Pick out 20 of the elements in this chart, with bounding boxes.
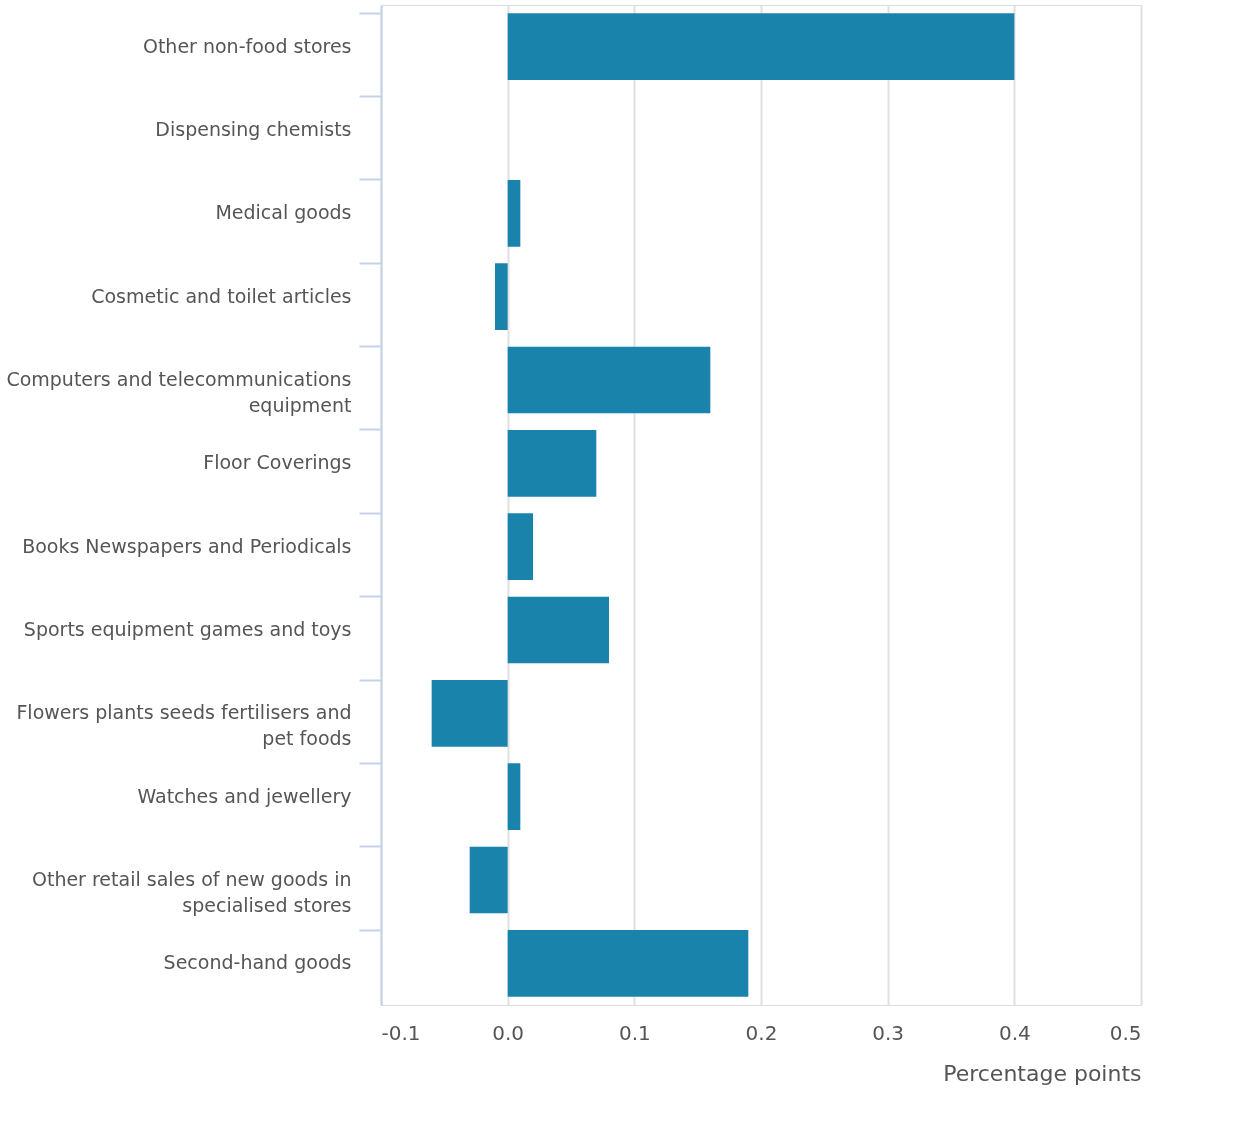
y-tick-label: Sports equipment games and toys [23, 618, 352, 640]
y-tick-label: Other retail sales of new goods in specialised stores [31, 868, 352, 916]
x-tick-label: 0.2 [745, 1020, 778, 1045]
y-tick-label: Medical goods [215, 201, 352, 224]
y-tick-label: Other non-food stores [142, 34, 352, 57]
x-tick-label: -0.1 [381, 1020, 421, 1045]
x-axis-title: Percentage points [943, 1060, 1142, 1086]
y-tick-label: Watches and jewellery [137, 784, 352, 807]
x-tick-label: 0.1 [618, 1020, 651, 1045]
y-tick-label: Dispensing chemists [155, 118, 352, 140]
y-tick-label: Flowers plants seeds fertilisers and pet foods [16, 701, 352, 750]
y-tick-label: Books Newspapers and Periodicals [22, 534, 352, 557]
y-tick-label: Cosmetic and toilet articles [91, 284, 352, 307]
x-tick-label: 0.3 [872, 1020, 905, 1045]
x-tick-label: 0.4 [998, 1020, 1031, 1045]
x-tick-label: 0.5 [1109, 1020, 1142, 1045]
y-tick-label: Computers and telecommunications equipment [6, 368, 352, 416]
y-tick-label: Floor Coverings [203, 451, 352, 474]
x-tick-label: 0.0 [492, 1020, 525, 1045]
y-tick-label: Second-hand goods [163, 951, 352, 974]
